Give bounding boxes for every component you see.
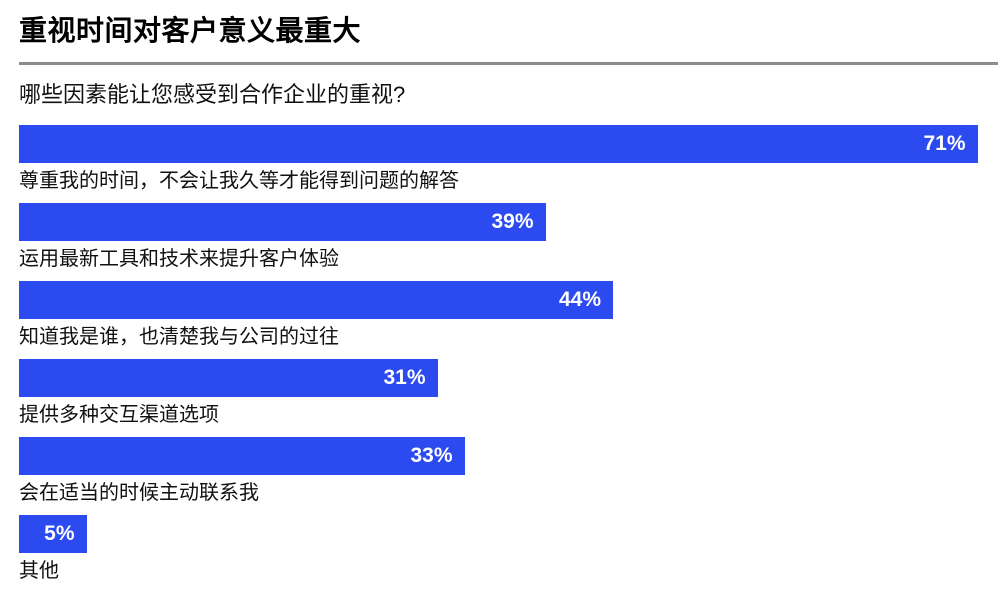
bar-value-label: 39% — [491, 210, 534, 233]
bar-value-label: 71% — [923, 132, 966, 155]
bar: 44% — [19, 281, 613, 319]
bar-category-label: 知道我是谁，也清楚我与公司的过往 — [19, 326, 339, 348]
bar-value-label: 44% — [558, 288, 601, 311]
chart-question: 哪些因素能让您感受到合作企业的重视? — [19, 82, 406, 107]
bar-category-label: 尊重我的时间，不会让我久等才能得到问题的解答 — [19, 170, 459, 192]
bar-row: 39% 运用最新工具和技术来提升客户体验 — [19, 203, 1000, 272]
page-title: 重视时间对客户意义最重大 — [19, 15, 362, 46]
bar-row: 5% 其他 — [19, 515, 1000, 584]
bar: 71% — [19, 125, 978, 163]
horizontal-bar-chart: 71% 尊重我的时间，不会让我久等才能得到问题的解答 39% 运用最新工具和技术… — [19, 125, 1000, 584]
bar-category-label: 会在适当的时候主动联系我 — [19, 482, 259, 504]
bar: 5% — [19, 515, 87, 553]
bar-category-label: 提供多种交互渠道选项 — [19, 404, 219, 426]
bar-row: 71% 尊重我的时间，不会让我久等才能得到问题的解答 — [19, 125, 1000, 194]
bar: 31% — [19, 359, 438, 397]
bar-value-label: 5% — [44, 522, 75, 545]
bar-row: 31% 提供多种交互渠道选项 — [19, 359, 1000, 428]
bar-row: 44% 知道我是谁，也清楚我与公司的过往 — [19, 281, 1000, 350]
bar-category-label: 其他 — [19, 560, 59, 582]
bar-category-label: 运用最新工具和技术来提升客户体验 — [19, 248, 339, 270]
bar-row: 33% 会在适当的时候主动联系我 — [19, 437, 1000, 506]
bar: 33% — [19, 437, 465, 475]
title-divider — [19, 62, 998, 65]
bar-value-label: 33% — [410, 444, 453, 467]
bar-value-label: 31% — [383, 366, 426, 389]
bar: 39% — [19, 203, 546, 241]
